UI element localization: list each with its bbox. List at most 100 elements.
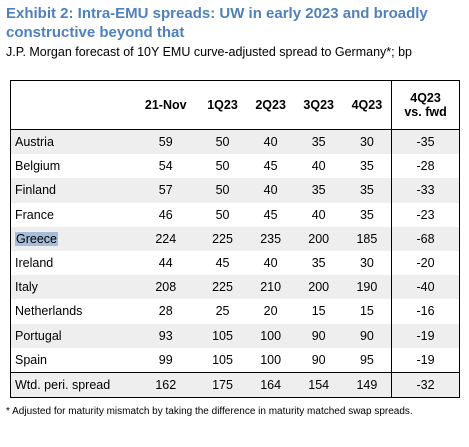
table-cell: 30: [342, 129, 392, 155]
table-row: Austria 59 50 40 35 30 -35: [11, 129, 459, 155]
table-cell: 45: [263, 207, 278, 222]
country-label: France: [15, 207, 54, 222]
table-cell: 154: [294, 371, 343, 398]
table-cell: 90: [294, 323, 343, 348]
header-col: 1Q23: [198, 81, 247, 130]
table-row: Greece 224 225 235 200 185 -68: [11, 226, 459, 251]
table-cell: 25: [215, 304, 230, 319]
table-cell: 57: [133, 178, 199, 203]
table-row: Belgium 54 50 45 40 35 -28: [11, 154, 459, 179]
table-row: Spain 99 105 100 90 95 -19: [11, 347, 459, 373]
table-cell: 90: [342, 323, 392, 348]
table-cell: 28: [158, 304, 173, 319]
table-cell: 40: [311, 207, 326, 222]
table-cell: 40: [311, 159, 326, 174]
table-cell: -35: [391, 129, 459, 155]
table-cell: 30: [359, 256, 374, 271]
table-cell: 105: [198, 323, 247, 348]
exhibit-subtitle: J.P. Morgan forecast of 10Y EMU curve-ad…: [6, 45, 412, 59]
country-label: Finland: [15, 183, 56, 198]
table-cell: 50: [215, 159, 230, 174]
table-cell: -19: [391, 347, 459, 373]
table-cell: 15: [311, 304, 326, 319]
spread-table: 21-Nov 1Q23 2Q23 3Q23 4Q23 4Q23 vs. fwd …: [10, 80, 460, 398]
table-cell: -68: [391, 226, 459, 251]
header-country: [11, 81, 133, 105]
table-row: Finland 57 50 40 35 35 -33: [11, 178, 459, 203]
country-label: Belgium: [15, 159, 61, 174]
header-col: 4Q23: [342, 81, 392, 130]
table-cell: -28: [391, 154, 459, 179]
table-cell: 35: [342, 178, 392, 203]
country-label: Italy: [15, 280, 38, 295]
country-label: Greece: [15, 231, 58, 246]
table-cell: 175: [198, 371, 247, 398]
table-cell: 105: [212, 352, 233, 367]
table-cell: 35: [294, 178, 343, 203]
table-row: France 46 50 45 40 35 -23: [11, 202, 459, 227]
table-cell: 200: [294, 226, 343, 251]
table-cell: 20: [263, 304, 278, 319]
header-col: 21-Nov: [133, 81, 199, 130]
table-cell: -20: [391, 250, 459, 276]
table-cell: -33: [391, 178, 459, 203]
table-cell: 50: [215, 207, 230, 222]
country-label: Ireland: [15, 256, 54, 271]
table-cell: 50: [198, 129, 247, 155]
table-total-row: Wtd. peri. spread 162 175 164 154 149 -32: [11, 371, 459, 398]
table-cell: 50: [198, 178, 247, 203]
table-cell: 46: [158, 207, 173, 222]
table-cell: 164: [246, 371, 295, 398]
table-cell: 99: [158, 352, 173, 367]
table-cell: 59: [133, 129, 199, 155]
table-row: Ireland 44 45 40 35 30 -20: [11, 250, 459, 276]
table-cell: 90: [311, 352, 326, 367]
header-col: 2Q23: [246, 81, 295, 130]
country-label: Spain: [15, 352, 47, 367]
table-cell: 100: [246, 323, 295, 348]
table-cell: 54: [158, 159, 173, 174]
table-cell: 93: [133, 323, 199, 348]
table-row: Portugal 93 105 100 90 90 -19: [11, 323, 459, 348]
exhibit-title: Exhibit 2: Intra-EMU spreads: UW in earl…: [6, 5, 428, 41]
table-cell: -23: [391, 202, 459, 227]
table-cell: 95: [359, 352, 374, 367]
table-cell: -32: [391, 371, 459, 398]
table-cell: 225: [198, 226, 247, 251]
footnote: * Adjusted for maturity mismatch by taki…: [6, 406, 413, 417]
table-row: Netherlands 28 25 20 15 15 -16: [11, 299, 459, 324]
country-label: Portugal: [15, 328, 62, 343]
table-row: Italy 208 225 210 200 190 -40: [11, 275, 459, 300]
header-col-line1: 4Q23: [391, 81, 459, 105]
table-cell: 40: [246, 178, 295, 203]
table-cell: 224: [133, 226, 199, 251]
header-col-line2: vs. fwd: [391, 105, 459, 130]
table-cell: 200: [294, 275, 343, 300]
table-cell: -40: [391, 275, 459, 300]
table-cell: 100: [260, 352, 282, 367]
table-cell: 35: [294, 129, 343, 155]
table-cell: 44: [158, 256, 173, 271]
table-cell: -16: [391, 299, 459, 324]
table-cell: 35: [359, 207, 374, 222]
table-cell: -19: [391, 323, 459, 348]
table-cell: 208: [133, 275, 199, 300]
table-cell: 235: [246, 226, 295, 251]
country-label: Netherlands: [15, 304, 83, 319]
table-cell: 35: [311, 256, 326, 271]
table-cell: 45: [215, 256, 230, 271]
table-cell: 210: [246, 275, 295, 300]
table-cell: 45: [263, 159, 278, 174]
table-cell: 185: [342, 226, 392, 251]
table-cell: 149: [342, 371, 392, 398]
country-label: Austria: [15, 135, 54, 150]
table-cell: 35: [359, 159, 374, 174]
table-cell: 190: [342, 275, 392, 300]
table-cell: 162: [133, 371, 199, 398]
table-cell: 40: [246, 129, 295, 155]
header-col: 3Q23: [294, 81, 343, 130]
table-cell: 15: [359, 304, 374, 319]
table-cell: 40: [263, 256, 278, 271]
country-label: Wtd. peri. spread: [15, 377, 111, 392]
table-cell: 225: [198, 275, 247, 300]
